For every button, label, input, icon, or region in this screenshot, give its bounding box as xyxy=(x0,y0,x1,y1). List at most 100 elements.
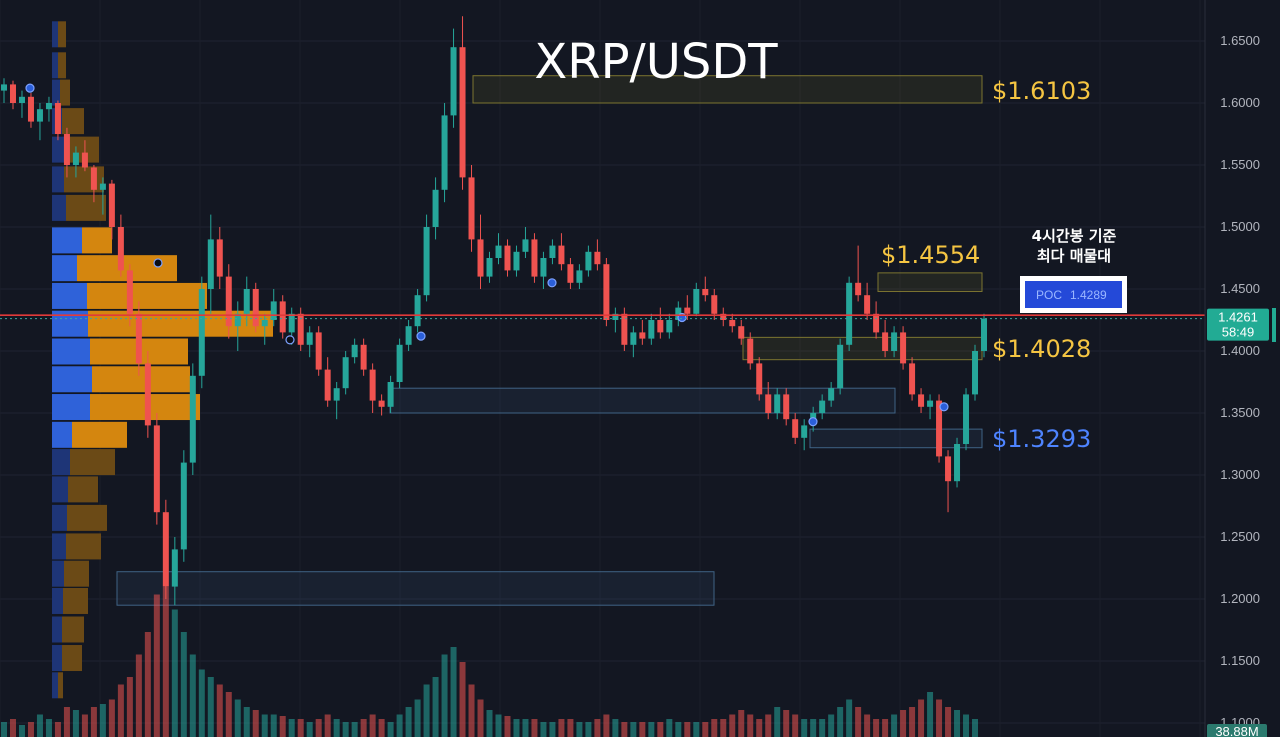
candle-body xyxy=(639,332,646,339)
volume-bar xyxy=(261,714,268,737)
volume-bar xyxy=(702,722,709,737)
volume-bar xyxy=(720,719,727,737)
volume-bar xyxy=(621,722,628,737)
candle-body xyxy=(171,549,178,587)
volume-bar xyxy=(495,714,502,737)
y-tick-label: 1.6000 xyxy=(1220,95,1260,110)
profile-bar-faint-up xyxy=(52,645,62,672)
level-label-2: $1.4554 xyxy=(881,241,980,269)
candle-body xyxy=(495,245,502,258)
profile-bar-faint-down xyxy=(60,79,70,106)
volume-bar xyxy=(549,722,556,737)
candle-body xyxy=(837,344,844,389)
candle-body xyxy=(621,313,628,345)
y-tick-label: 1.2000 xyxy=(1220,591,1260,606)
candle-body xyxy=(396,344,403,382)
volume-bar xyxy=(918,699,925,737)
resistance-zone xyxy=(742,336,983,361)
zones xyxy=(116,75,983,606)
volume-bar xyxy=(405,707,412,737)
volume-bar xyxy=(387,722,394,737)
candle-body xyxy=(828,388,835,401)
volume-bar xyxy=(279,716,286,737)
volume-bar xyxy=(225,692,232,737)
level-label-1: $1.6103 xyxy=(992,77,1091,105)
current-price-tag-background xyxy=(1207,308,1269,341)
candle-body xyxy=(351,344,358,358)
level-labels: $1.6103 $1.4554 $1.4028 $1.3293 xyxy=(881,77,1091,453)
volume-bar xyxy=(180,632,187,737)
profile-bar-faint-up xyxy=(52,533,66,560)
volume-bar xyxy=(792,714,799,737)
candle-body xyxy=(207,239,214,289)
volume-bar xyxy=(414,699,421,737)
candle-body xyxy=(540,258,547,277)
volume-bar xyxy=(567,719,574,737)
volume-bar xyxy=(117,684,124,737)
y-tick-label: 1.5000 xyxy=(1220,219,1260,234)
profile-bar-faint-up xyxy=(52,194,66,221)
volume-bar xyxy=(873,719,880,737)
poc-box-inner xyxy=(1025,281,1122,308)
candles xyxy=(1,16,987,606)
volume-bar xyxy=(540,722,547,737)
volume-bar xyxy=(630,722,637,737)
candle-body xyxy=(162,512,169,587)
volume-bar xyxy=(396,714,403,737)
current-price-value: 1.4261 xyxy=(1218,310,1258,325)
candle-body xyxy=(405,326,412,345)
candle-body xyxy=(27,96,34,122)
candle-body xyxy=(531,239,538,277)
candle-body xyxy=(702,289,709,296)
volume-bar xyxy=(684,722,691,737)
candle-body xyxy=(81,152,88,168)
volume-bar xyxy=(927,692,934,737)
candle-body xyxy=(612,313,619,320)
profile-bar-faint-up xyxy=(52,476,68,503)
volume-bar xyxy=(477,699,484,737)
volume-bar xyxy=(324,714,331,737)
annotation-line-2: 최다 매물대 xyxy=(1037,247,1111,265)
candle-body xyxy=(936,400,943,457)
poc-box: POC 1.4289 xyxy=(1020,276,1127,313)
volume-bar xyxy=(666,719,673,737)
volume-bar xyxy=(432,677,439,737)
candle-body xyxy=(135,313,142,364)
profile-bar-down xyxy=(82,227,112,254)
profile-bar-faint-down xyxy=(64,166,104,193)
volume-bar xyxy=(909,707,916,737)
candle-countdown: 58:49 xyxy=(1222,325,1255,340)
resistance-zone xyxy=(472,75,983,104)
volume-bar xyxy=(756,719,763,737)
volume-bar xyxy=(819,719,826,737)
candle-body xyxy=(603,264,610,320)
axis-ticks: 1.6500 1.6000 1.5500 1.5000 1.4500 1.4000 1.35… xyxy=(1220,33,1260,730)
candle-body xyxy=(720,313,727,320)
volume-bar xyxy=(153,594,160,737)
volume-bar xyxy=(576,722,583,737)
candle-body xyxy=(423,227,430,296)
volume-bar xyxy=(54,722,61,737)
volume-bar xyxy=(774,707,781,737)
volume-bar xyxy=(108,699,115,737)
price-axis[interactable] xyxy=(1205,0,1280,737)
volume-bar xyxy=(351,722,358,737)
volume-bar xyxy=(765,714,772,737)
volume-bar xyxy=(936,699,943,737)
candle-body xyxy=(288,313,295,333)
volume-bar xyxy=(468,684,475,737)
volume-bar xyxy=(846,699,853,737)
candle-body xyxy=(567,264,574,283)
signal-marker xyxy=(416,331,426,341)
candle-body xyxy=(666,320,673,333)
candle-body xyxy=(369,369,376,401)
profile-bar-up xyxy=(52,338,90,365)
volume-bar xyxy=(99,704,106,737)
candle-body xyxy=(873,313,880,333)
volume-bar xyxy=(144,632,151,737)
y-tick-label: 1.5500 xyxy=(1220,157,1260,172)
candle-body xyxy=(963,394,970,444)
candle-body xyxy=(765,394,772,413)
profile-bar-faint-up xyxy=(52,166,64,193)
